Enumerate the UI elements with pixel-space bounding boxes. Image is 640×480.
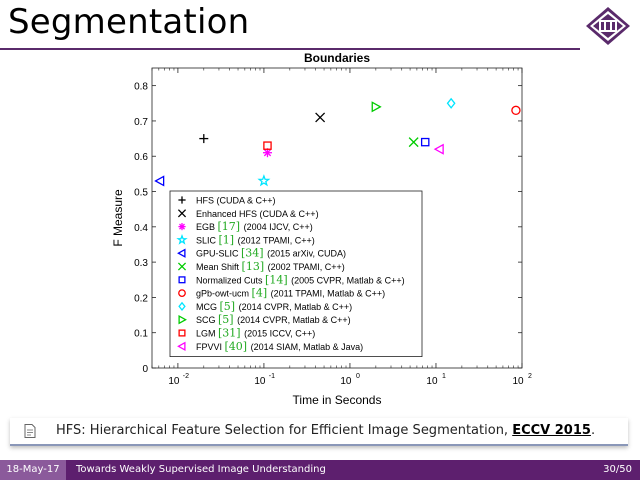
data-point-gpu-slic	[154, 175, 165, 187]
legend-marker	[178, 196, 186, 204]
y-tick-label: 0.5	[134, 188, 148, 199]
chart-title: Boundaries	[304, 51, 370, 65]
x-tick-label: 10	[340, 376, 352, 387]
slide-title: Segmentation	[8, 2, 250, 42]
x-tick-exponent: 2	[528, 373, 532, 380]
data-point-lgm	[263, 141, 272, 150]
x-axis-label: Time in Seconds	[293, 393, 382, 407]
legend-marker	[177, 341, 186, 352]
plot-frame	[151, 67, 523, 369]
citation-venue: ECCV 2015	[512, 423, 591, 438]
legend-entry: SLIC [1] (2012 TPAMI, C++)	[196, 233, 315, 246]
legend-entry: LGM [31] (2015 ICCV, C++)	[196, 327, 315, 340]
y-tick-label: 0.3	[134, 258, 148, 269]
data-point-fpvvi	[433, 143, 444, 155]
legend-marker	[178, 276, 186, 284]
data-point-hfs	[199, 134, 209, 144]
data-point-scg	[371, 101, 382, 113]
x-tick-label: 10	[254, 376, 266, 387]
y-tick-label: 0.8	[134, 82, 148, 93]
data-point-enhanced-hfs	[315, 112, 326, 123]
x-tick-label: 10	[168, 376, 180, 387]
footer-page-number: 30/50	[603, 464, 632, 475]
legend-marker	[178, 223, 186, 231]
legend-marker	[177, 262, 187, 271]
x-tick-exponent: 1	[442, 373, 446, 380]
legend-marker	[177, 248, 186, 258]
legend-entry: SCG [5] (2014 CVPR, Matlab & C++)	[196, 313, 351, 326]
y-axis-label: F Measure	[111, 189, 125, 247]
y-tick-label: 0	[142, 364, 148, 375]
y-tick-label: 0.2	[134, 293, 148, 304]
legend-marker	[178, 329, 186, 337]
data-point-normalized-cuts	[420, 137, 430, 147]
legend-entry: GPU-SLIC [34] (2015 arXiv, CUDA)	[196, 247, 346, 260]
x-tick-exponent: -2	[183, 373, 189, 380]
document-icon	[24, 424, 36, 438]
legend-entry: Enhanced HFS (CUDA & C++)	[196, 209, 319, 219]
y-tick-label: 0.4	[134, 223, 148, 234]
legend-marker	[176, 234, 188, 245]
legend-entry: Mean Shift [13] (2002 TPAMI, C++)	[196, 260, 345, 273]
legend-entry: HFS (CUDA & C++)	[196, 196, 276, 206]
citation-text: HFS: Hierarchical Feature Selection for …	[56, 423, 595, 438]
footer-date: 18-May-17	[0, 460, 66, 480]
legend-entry: FPVVI [40] (2014 SIAM, Matlab & Java)	[196, 340, 363, 353]
legend-entry: MCG [5] (2014 CVPR, Matlab & C++)	[196, 300, 352, 313]
citation-title: HFS: Hierarchical Feature Selection for …	[56, 423, 513, 438]
x-tick-exponent: -1	[269, 373, 275, 380]
citation-note: HFS: Hierarchical Feature Selection for …	[10, 418, 628, 446]
legend-marker	[178, 289, 186, 297]
legend-marker	[178, 301, 186, 312]
footer-bar: 18-May-17 Towards Weakly Supervised Imag…	[0, 460, 640, 480]
x-tick-label: 10	[512, 376, 524, 387]
legend-entry: Normalized Cuts [14] (2005 CVPR, Matlab …	[196, 273, 405, 286]
title-divider	[0, 48, 580, 50]
legend-marker	[177, 209, 187, 218]
y-tick-label: 0.1	[134, 329, 148, 340]
legend-marker	[178, 314, 187, 325]
x-tick-exponent: 0	[356, 373, 360, 380]
y-tick-label: 0.6	[134, 152, 148, 163]
y-tick-label: 0.7	[134, 117, 148, 128]
legend-box	[169, 190, 423, 358]
university-logo	[586, 7, 630, 45]
data-point-gpb-owt-ucm	[511, 105, 521, 116]
x-tick-label: 10	[426, 376, 438, 387]
legend-entry: EGB [17] (2004 IJCV, C++)	[196, 220, 313, 233]
data-point-slic	[257, 174, 271, 187]
legend-entry: gPb-owt-ucm [4] (2011 TPAMI, Matlab & C+…	[196, 287, 385, 300]
data-point-mcg	[446, 97, 456, 109]
footer-title: Towards Weakly Supervised Image Understa…	[76, 464, 326, 475]
data-point-mean-shift	[408, 137, 419, 148]
citation-suffix: .	[590, 423, 596, 438]
